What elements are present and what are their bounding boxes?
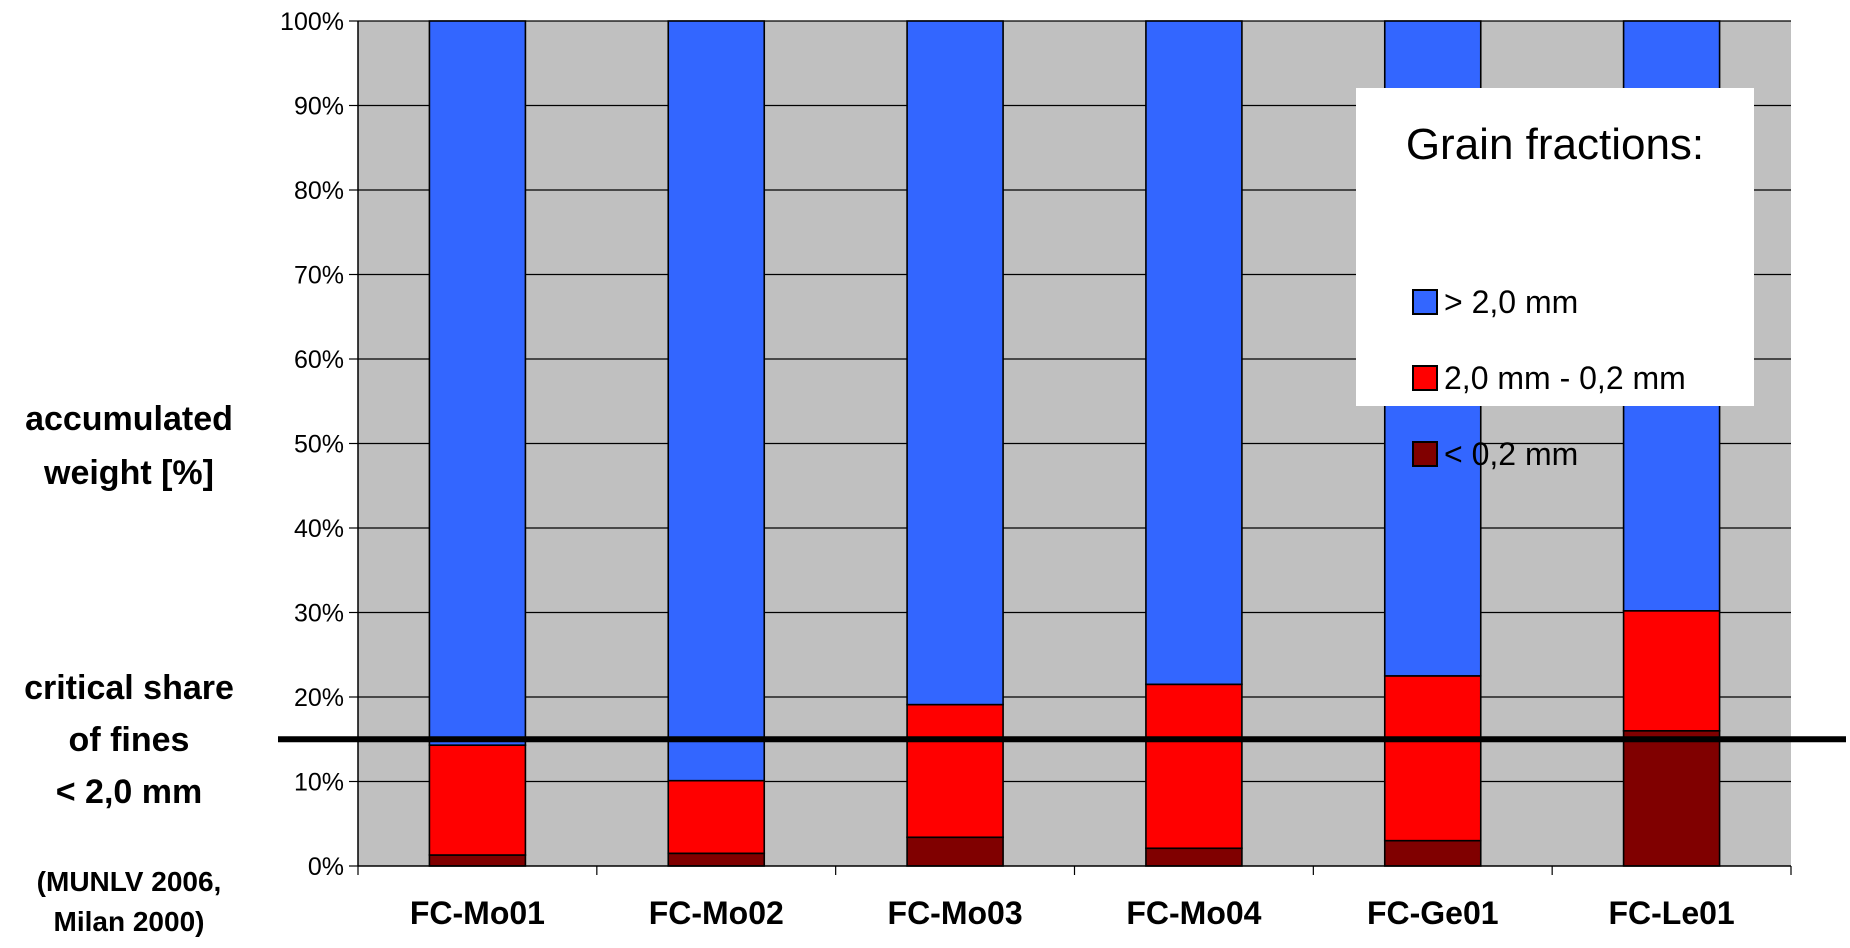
y-axis-label-line-2: weight [%] (44, 454, 214, 492)
legend-swatch-coarse (1412, 289, 1438, 315)
y-tick-label: 80% (294, 177, 344, 205)
x-tick-label: FC-Mo03 (888, 895, 1023, 931)
bar-segment-fc-mo04-series-2 (1145, 20, 1243, 686)
legend-label-medium: 2,0 mm - 0,2 mm (1444, 359, 1686, 396)
y-tick-label: 90% (294, 93, 344, 121)
reference-line-label: critical share of fines < 2,0 mm (0, 662, 258, 818)
reference-source-label: (MUNLV 2006, Milan 2000) (0, 862, 258, 942)
bar-segment-fc-mo04-series-1 (1145, 683, 1243, 850)
y-axis-label: accumulated weight [%] (0, 392, 258, 500)
bar-segment-fc-ge01-series-0 (1383, 839, 1482, 867)
legend-item-fine: < 0,2 mm (1412, 434, 1578, 474)
bar-segment-fc-ge01-series-1 (1383, 675, 1482, 842)
x-tick-label: FC-Le01 (1608, 895, 1734, 931)
legend: Grain fractions: > 2,0 mm 2,0 mm - 0,2 m… (1356, 88, 1754, 472)
bar-segment-fc-mo03-series-1 (906, 703, 1004, 839)
reference-source-line-2: Milan 2000) (53, 906, 205, 937)
bar-segment-fc-mo02-series-0 (667, 852, 766, 867)
x-tick-label: FC-Mo04 (1126, 895, 1261, 931)
bar-segment-fc-mo01-series-2 (428, 20, 527, 746)
y-axis-label-line-1: accumulated (25, 400, 233, 438)
x-tick-label: FC-Ge01 (1367, 895, 1499, 931)
reference-label-line-3: < 2,0 mm (55, 773, 203, 811)
y-tick-label: 30% (294, 600, 344, 628)
legend-swatch-fine (1412, 441, 1438, 467)
y-tick-label: 10% (294, 769, 344, 797)
bar-segment-fc-mo04-series-0 (1145, 847, 1243, 867)
reference-label-line-1: critical share (24, 669, 234, 707)
y-tick-label: 100% (280, 8, 344, 36)
bar-segment-fc-mo02-series-1 (667, 779, 766, 855)
legend-label-coarse: > 2,0 mm (1444, 283, 1579, 320)
bar-segment-fc-mo03-series-0 (906, 836, 1004, 867)
legend-item-coarse: > 2,0 mm (1412, 282, 1578, 322)
bar-segment-fc-mo01-series-0 (428, 854, 527, 867)
y-tick-label: 40% (294, 515, 344, 543)
legend-title: Grain fractions: (1405, 120, 1705, 169)
y-tick-label: 0% (308, 853, 344, 881)
y-tick-label: 20% (294, 684, 344, 712)
bar-segment-fc-mo02-series-2 (667, 20, 766, 782)
x-tick-label: FC-Mo01 (410, 895, 545, 931)
bar-segment-fc-mo03-series-2 (906, 20, 1004, 706)
y-tick-label: 70% (294, 262, 344, 290)
x-tick-label: FC-Mo02 (649, 895, 784, 931)
legend-item-medium: 2,0 mm - 0,2 mm (1412, 358, 1686, 398)
legend-label-fine: < 0,2 mm (1444, 435, 1579, 472)
legend-swatch-medium (1412, 365, 1438, 391)
bar-segment-fc-le01-series-1 (1622, 610, 1721, 732)
y-tick-label: 60% (294, 346, 344, 374)
reference-label-line-2: of fines (68, 721, 190, 759)
reference-source-line-1: (MUNLV 2006, (36, 866, 222, 897)
bar-segment-fc-mo01-series-1 (428, 744, 527, 856)
bar-segment-fc-le01-series-0 (1622, 729, 1721, 867)
y-tick-label: 50% (294, 431, 344, 459)
